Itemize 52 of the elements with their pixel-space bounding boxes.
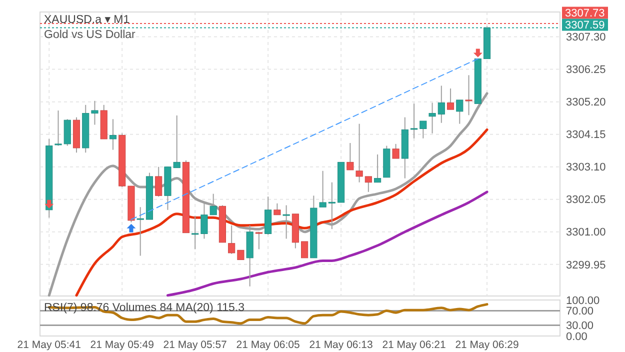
ref-line-label: 3307.73 (565, 8, 605, 20)
candlestick (136, 206, 144, 256)
y-tick-label: 3303.10 (566, 162, 606, 174)
candlestick (364, 176, 372, 192)
chart-title: XAUUSD.a ▾ M1 (44, 14, 130, 26)
candlestick (420, 120, 427, 139)
y-tick-label: 3307.30 (566, 32, 606, 44)
candlestick (438, 85, 445, 124)
chart-title: RSI(7) 98.76 Volumes 84 MA(20) 115.3 (44, 302, 245, 314)
candlestick (274, 202, 281, 216)
y-tick-label: 70.00 (566, 306, 594, 318)
candlestick (319, 170, 326, 208)
x-tick-label: 21 May 06:13 (309, 339, 374, 351)
candlestick (465, 74, 472, 116)
x-tick-label: 21 May 06:21 (382, 339, 446, 351)
y-tick-label: 0.00 (566, 330, 588, 343)
candlestick (392, 143, 400, 159)
y-tick-label: 100.00 (566, 294, 600, 307)
candlestick (346, 142, 354, 170)
y-tick-label: 3302.05 (566, 194, 606, 206)
x-tick-label: 21 May 06:29 (455, 339, 519, 351)
y-tick-label: 30.00 (566, 320, 594, 332)
text: Gold vs US Dollar (44, 29, 136, 41)
x-tick-label: 21 May 05:41 (17, 339, 82, 351)
y-tick-label: 3301.00 (566, 226, 606, 239)
candlestick (446, 88, 454, 110)
y-tick-label: 3305.20 (566, 96, 606, 109)
candlestick (237, 250, 244, 260)
candlestick (264, 196, 272, 236)
candlestick (328, 182, 336, 230)
x-tick-label: 21 May 06:05 (236, 339, 300, 351)
candlestick (64, 118, 71, 146)
candlestick (282, 204, 290, 240)
candlestick (456, 99, 464, 124)
candlestick (356, 123, 363, 183)
candlestick (192, 215, 199, 250)
y-tick-label: 3299.95 (566, 259, 606, 272)
ref-line-label: 3307.59 (565, 20, 605, 32)
y-tick-label: 3306.25 (566, 64, 606, 76)
candlestick (374, 154, 382, 183)
candlestick (301, 241, 308, 258)
candlestick (255, 231, 262, 250)
candlestick (54, 110, 62, 146)
candlestick (228, 224, 236, 254)
candlestick (428, 102, 436, 134)
candlestick (109, 118, 117, 150)
x-tick-label: 21 May 05:49 (90, 339, 154, 351)
candlestick (410, 103, 418, 139)
candlestick (155, 166, 162, 198)
y-tick-label: 3304.15 (566, 129, 606, 142)
x-tick-label: 21 May 05:57 (163, 339, 228, 351)
candlestick (91, 100, 98, 126)
